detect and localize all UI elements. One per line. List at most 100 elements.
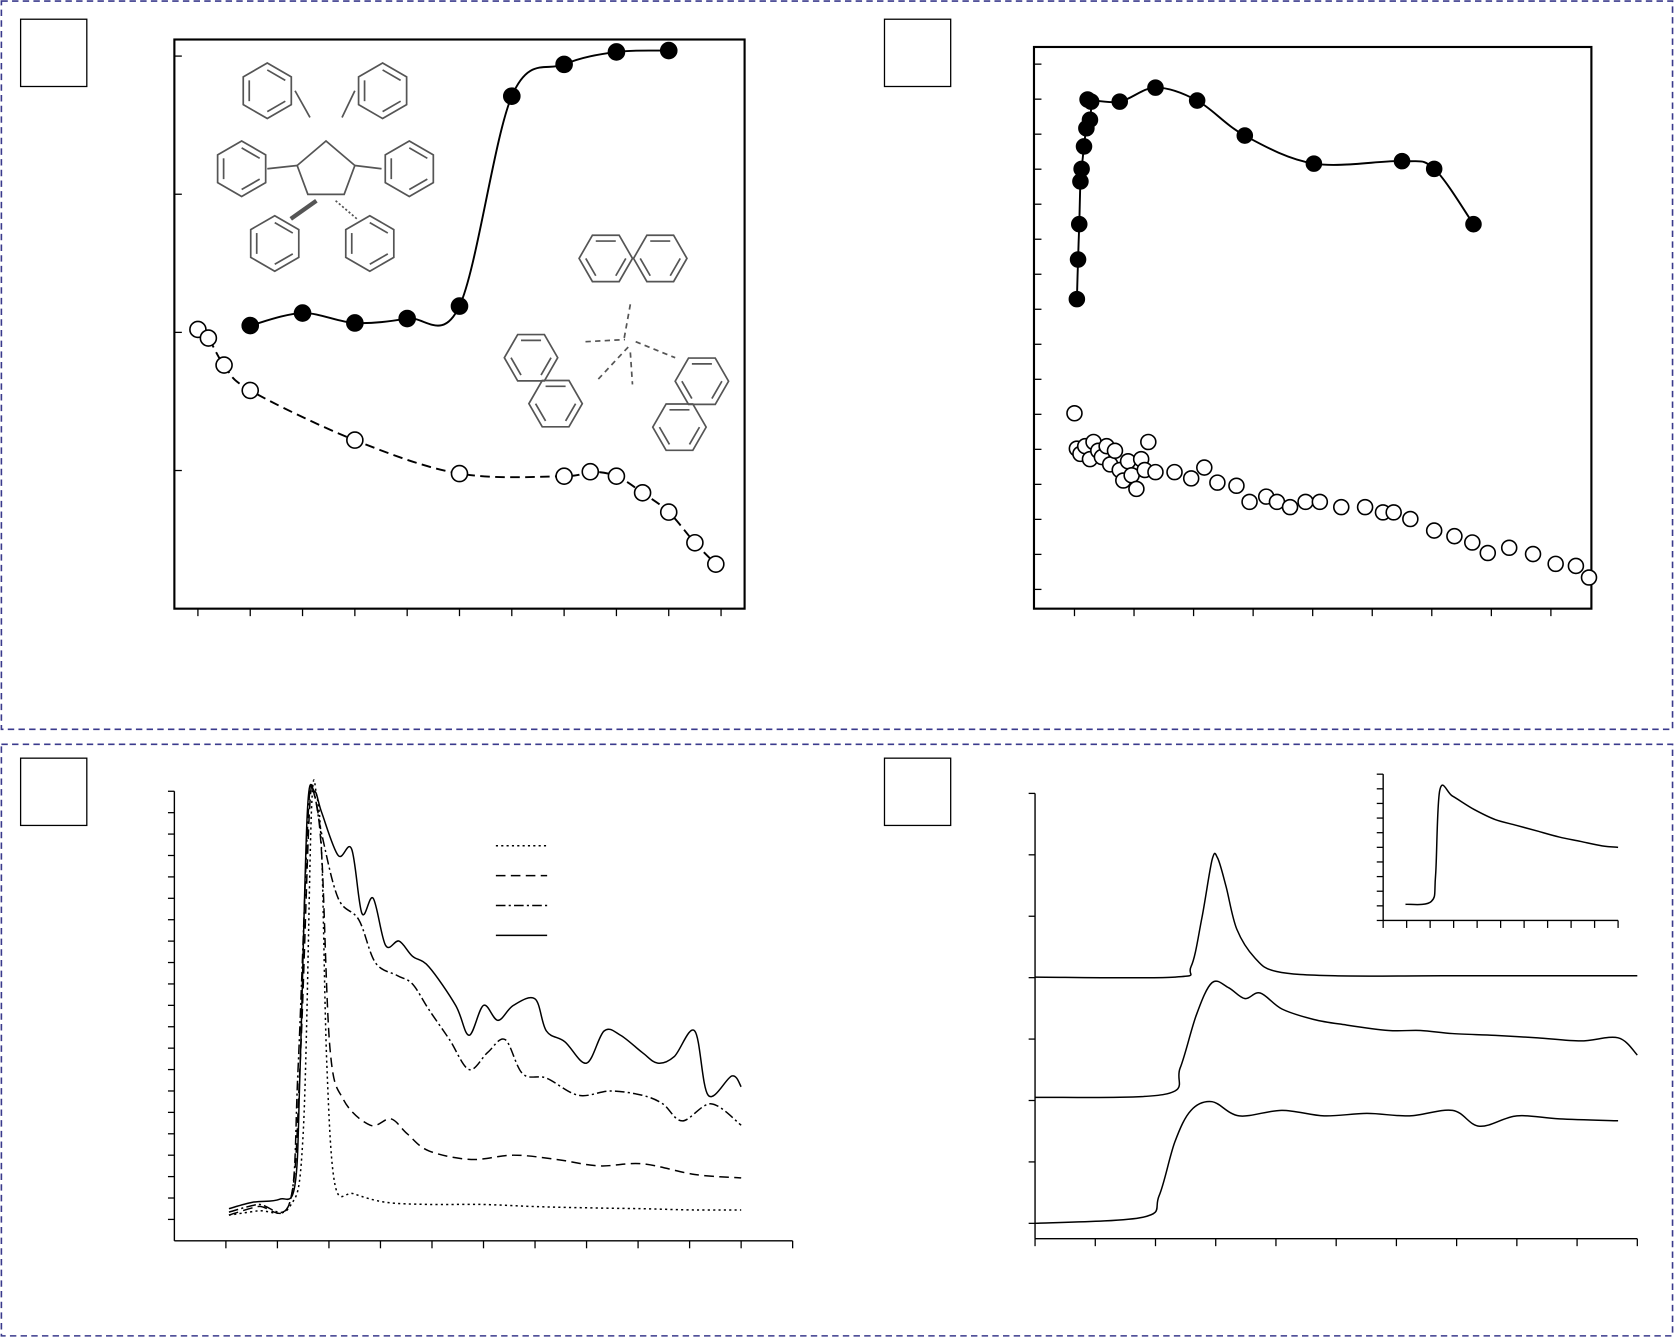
- marker: [607, 43, 626, 61]
- marker: [241, 316, 260, 335]
- ring: [344, 214, 395, 273]
- marker: [581, 462, 600, 481]
- double-bond: [639, 257, 651, 277]
- series-line: [1035, 1100, 1619, 1225]
- chart: [1376, 773, 1619, 928]
- double-bond: [408, 178, 428, 191]
- marker: [450, 297, 469, 315]
- marker: [215, 356, 233, 374]
- ring: [632, 234, 688, 283]
- marker: [450, 464, 469, 483]
- double-bond: [382, 69, 402, 82]
- double-bond: [615, 257, 627, 277]
- marker: [1402, 510, 1419, 528]
- marker: [1464, 534, 1481, 551]
- marker: [659, 503, 678, 521]
- bond: [585, 338, 626, 343]
- marker: [1305, 155, 1323, 172]
- series-line: [1035, 980, 1638, 1099]
- marker: [346, 314, 364, 332]
- ring: [249, 214, 300, 273]
- panel-label-box: [883, 18, 952, 88]
- marker: [346, 431, 364, 449]
- marker: [1332, 498, 1350, 516]
- double-bond: [711, 380, 723, 399]
- double-bond: [408, 147, 428, 160]
- marker: [1196, 459, 1213, 476]
- marker: [1128, 480, 1145, 498]
- marker: [555, 55, 573, 74]
- plot-frame: [173, 38, 746, 610]
- double-bond: [266, 69, 286, 82]
- marker: [1166, 463, 1183, 481]
- ring: [651, 403, 708, 452]
- ring: [578, 234, 634, 283]
- double-bond: [669, 257, 682, 277]
- bond: [294, 90, 311, 118]
- marker: [1081, 111, 1099, 129]
- bond: [629, 352, 634, 385]
- series-line: [197, 328, 717, 565]
- chart: [173, 38, 746, 617]
- marker: [1580, 569, 1598, 586]
- marker: [1479, 544, 1497, 562]
- marker: [1425, 160, 1443, 178]
- series-line: [1405, 784, 1619, 906]
- marker: [1066, 404, 1083, 422]
- bond: [335, 200, 358, 220]
- double-bond: [266, 100, 286, 113]
- plot-frame: [1032, 45, 1593, 610]
- ring: [674, 357, 730, 406]
- double-bond: [681, 380, 693, 399]
- marker: [1385, 504, 1402, 521]
- double-bond: [382, 100, 402, 113]
- marker: [1073, 160, 1090, 178]
- marker: [1425, 522, 1443, 539]
- marker: [1111, 93, 1129, 110]
- bond: [354, 164, 382, 170]
- marker: [1209, 474, 1226, 491]
- marker: [502, 87, 521, 105]
- marker: [1236, 127, 1254, 144]
- marker: [199, 329, 218, 347]
- marker: [1075, 138, 1093, 155]
- double-bond: [369, 221, 389, 234]
- marker: [1567, 557, 1585, 575]
- bond: [623, 304, 632, 340]
- panel-border: [0, 743, 1674, 1337]
- marker: [1311, 493, 1329, 511]
- marker: [633, 483, 652, 502]
- marker: [686, 533, 704, 552]
- double-bond: [564, 403, 577, 422]
- bond: [341, 90, 356, 118]
- marker: [607, 467, 626, 485]
- ring: [242, 62, 293, 120]
- panel-label-box: [19, 757, 88, 827]
- double-bond: [510, 357, 522, 376]
- double-bond: [241, 178, 261, 191]
- panel-label-box: [883, 757, 952, 827]
- ring: [503, 333, 559, 382]
- ring: [527, 379, 584, 428]
- molecule-structures: [216, 62, 730, 452]
- double-bond: [241, 147, 261, 160]
- double-bond: [274, 253, 294, 266]
- panel-border: [0, 0, 1674, 731]
- marker: [241, 381, 260, 400]
- marker: [1281, 498, 1299, 516]
- chart: [1032, 45, 1598, 617]
- double-bond: [540, 357, 552, 376]
- series-line: [228, 783, 742, 1216]
- marker: [293, 304, 312, 322]
- marker: [1500, 539, 1518, 557]
- bond: [267, 164, 298, 170]
- marker: [398, 309, 416, 328]
- marker: [1106, 442, 1124, 460]
- marker: [1079, 91, 1096, 108]
- marker: [1297, 493, 1314, 511]
- marker: [1140, 433, 1157, 451]
- marker: [555, 467, 573, 485]
- marker: [1070, 215, 1088, 233]
